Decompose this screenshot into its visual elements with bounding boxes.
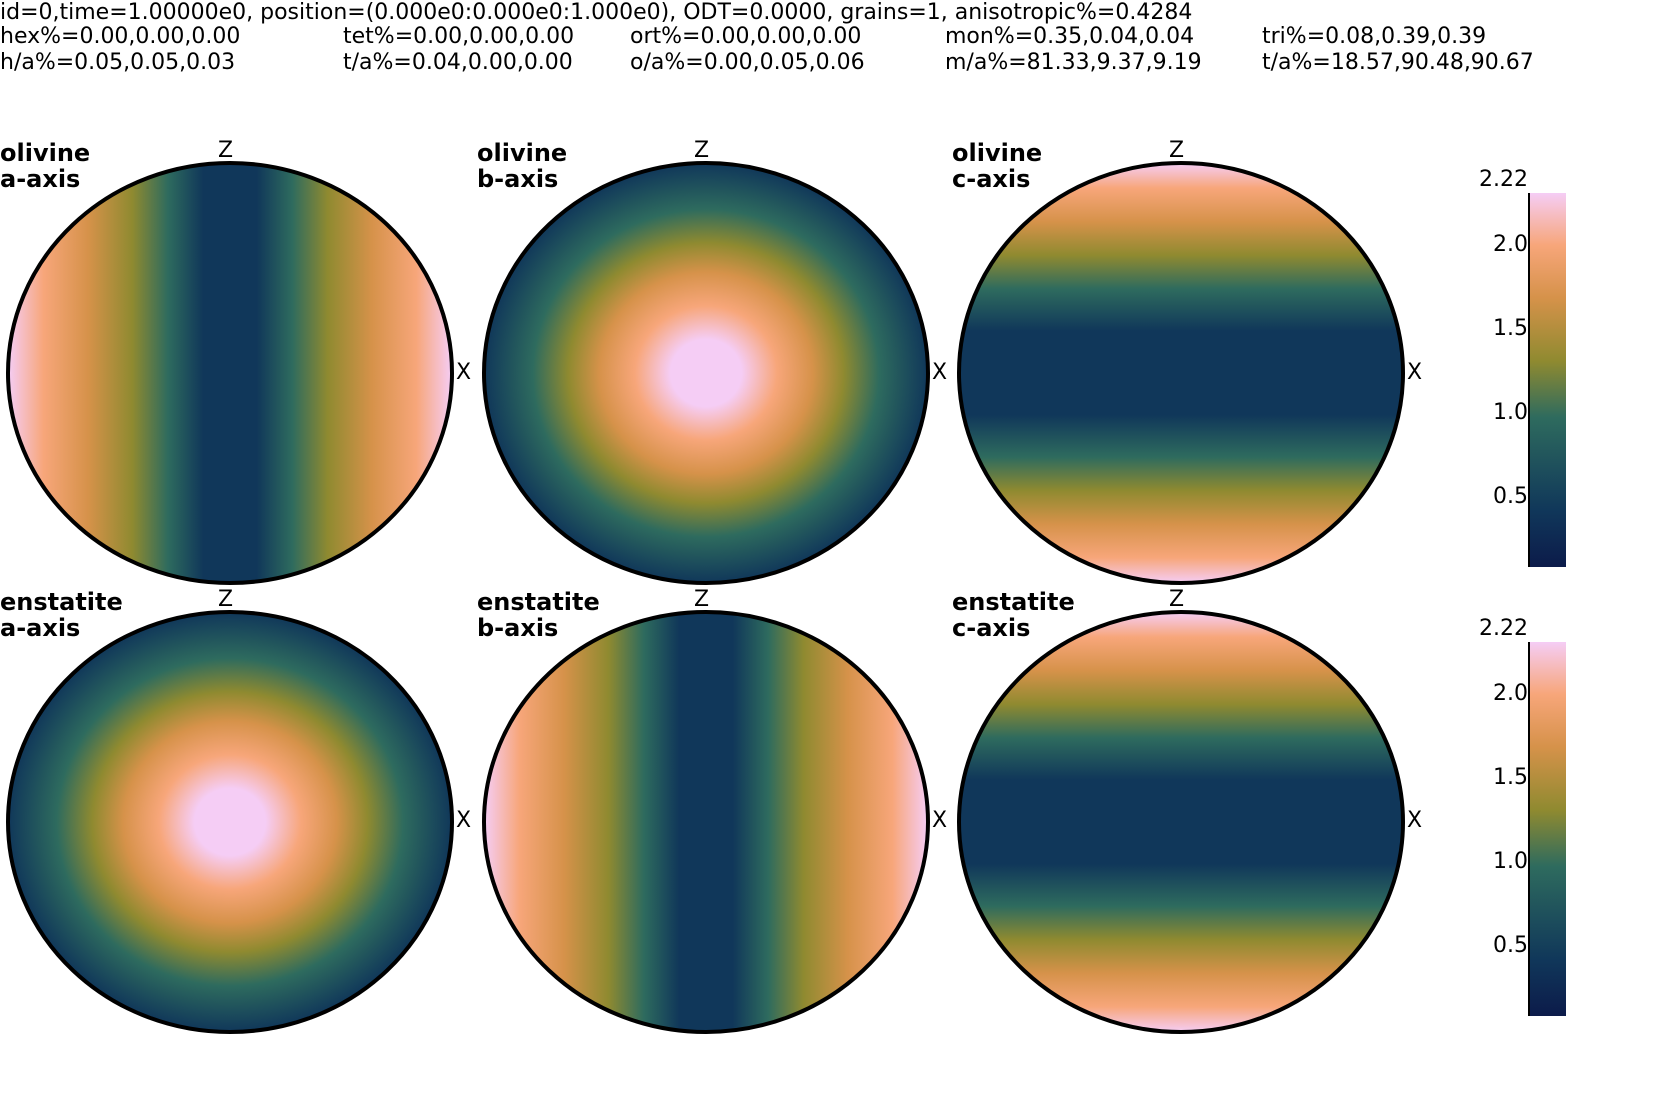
pole-density-disc bbox=[482, 610, 930, 1034]
colorbar-gradient bbox=[1528, 193, 1566, 567]
header-oa-percent: o/a%=0.00,0.05,0.06 bbox=[630, 50, 865, 75]
colorbar-tick: 1.0 bbox=[1493, 849, 1528, 874]
x-axis-label: X bbox=[1407, 360, 1423, 385]
z-axis-label: Z bbox=[218, 138, 234, 163]
colorbar-tick: 1.5 bbox=[1493, 316, 1528, 341]
header-tri-percent: tri%=0.08,0.39,0.39 bbox=[1262, 24, 1487, 49]
z-axis-label: Z bbox=[694, 138, 710, 163]
colorbar-tick: 2.0 bbox=[1493, 232, 1528, 257]
panel-title: enstatite c-axis bbox=[952, 588, 1075, 642]
pole-figure-plot bbox=[482, 161, 930, 585]
x-axis-label: X bbox=[1407, 808, 1423, 833]
x-axis-label: X bbox=[456, 808, 472, 833]
x-axis-label: X bbox=[456, 360, 472, 385]
header-ha-percent: h/a%=0.05,0.05,0.03 bbox=[0, 50, 236, 75]
colorbar-fill bbox=[1528, 193, 1566, 567]
pole-density-disc bbox=[482, 161, 930, 585]
pole-density-disc bbox=[957, 161, 1405, 585]
header-mon-percent: mon%=0.35,0.04,0.04 bbox=[945, 24, 1195, 49]
colorbar-tick: 2.0 bbox=[1493, 681, 1528, 706]
x-axis-label: X bbox=[932, 808, 948, 833]
header-ma-percent: m/a%=81.33,9.37,9.19 bbox=[945, 50, 1202, 75]
header-summary-line: id=0,time=1.00000e0, position=(0.000e0:0… bbox=[0, 0, 1193, 25]
colorbar-tick: 0.5 bbox=[1493, 933, 1528, 958]
header-ta2-percent: t/a%=18.57,90.48,90.67 bbox=[1262, 50, 1534, 75]
colorbar-max-label: 2.22 bbox=[1479, 616, 1528, 641]
x-axis-label: X bbox=[932, 360, 948, 385]
pole-figure-plot bbox=[6, 610, 454, 1034]
z-axis-label: Z bbox=[218, 587, 234, 612]
header-tet-percent: tet%=0.00,0.00,0.00 bbox=[343, 24, 575, 49]
colorbar-tick: 1.5 bbox=[1493, 765, 1528, 790]
header-ort-percent: ort%=0.00,0.00,0.00 bbox=[630, 24, 862, 49]
pole-density-disc bbox=[6, 610, 454, 1034]
pole-figure-plot bbox=[957, 161, 1405, 585]
panel-title: enstatite b-axis bbox=[477, 588, 600, 642]
colorbar-fill bbox=[1528, 642, 1566, 1016]
z-axis-label: Z bbox=[1169, 587, 1185, 612]
colorbar-gradient bbox=[1528, 642, 1566, 1016]
z-axis-label: Z bbox=[1169, 138, 1185, 163]
pole-figure-plot bbox=[957, 610, 1405, 1034]
header-ta-percent: t/a%=0.04,0.00,0.00 bbox=[343, 50, 573, 75]
colorbar-tick: 0.5 bbox=[1493, 484, 1528, 509]
pole-density-disc bbox=[6, 161, 454, 585]
pole-figure-plot bbox=[482, 610, 930, 1034]
colorbar-max-label: 2.22 bbox=[1479, 167, 1528, 192]
panel-title: olivine c-axis bbox=[952, 139, 1043, 193]
panel-title: olivine a-axis bbox=[0, 139, 91, 193]
header-hex-percent: hex%=0.00,0.00,0.00 bbox=[0, 24, 241, 49]
pole-density-disc bbox=[957, 610, 1405, 1034]
panel-title: enstatite a-axis bbox=[0, 588, 123, 642]
z-axis-label: Z bbox=[694, 587, 710, 612]
colorbar-tick: 1.0 bbox=[1493, 400, 1528, 425]
panel-title: olivine b-axis bbox=[477, 139, 568, 193]
pole-figure-plot bbox=[6, 161, 454, 585]
